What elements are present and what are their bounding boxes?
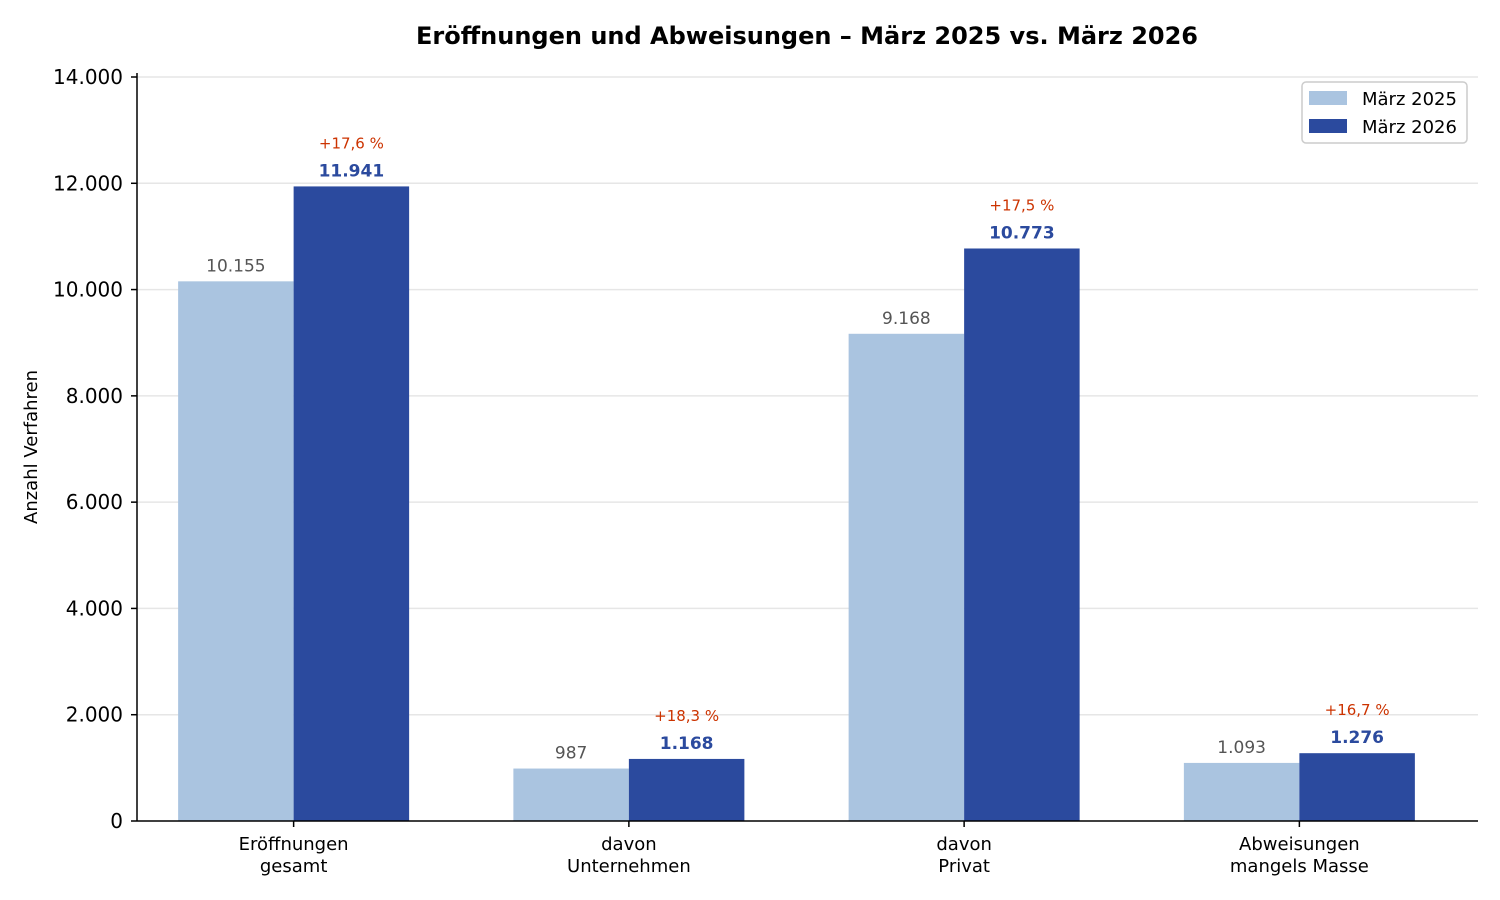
category-label-line: Abweisungen [1239,834,1360,855]
category-label-line: davon [601,834,657,855]
legend-label: März 2026 [1362,117,1457,138]
bar-2025 [1183,762,1300,821]
category-label: Abweisungen mangels Masse [1230,834,1369,877]
change-label: +16,7 % [1325,701,1390,719]
bar-2025 [848,333,965,821]
category-label-line: Privat [938,856,990,877]
value-label-2026: 10.773 [989,223,1055,243]
value-label-2025: 987 [555,744,587,764]
legend-swatch [1309,119,1347,133]
y-tick-label: 12.000 [53,171,123,195]
y-tick-label: 8.000 [66,384,123,408]
y-tick-label: 2.000 [66,703,123,727]
category-label-line: gesamt [260,856,328,877]
y-tick-label: 10.000 [53,278,123,302]
legend-label: März 2025 [1362,89,1457,110]
category-label: davon Unternehmen [567,834,691,877]
bar-2025 [178,281,294,821]
legend-swatch [1309,91,1347,105]
category-label-line: Eröffnungen [239,834,349,855]
value-label-2025: 1.093 [1217,738,1266,758]
value-labels: 10.155 11.941 +17,6 % 987 1.168 +18,3 % 9.168 1… [206,134,1389,763]
y-tick-label: 4.000 [66,596,123,620]
category-label: davon Privat [936,834,992,877]
category-label-line: davon [936,834,992,855]
value-label-2026: 1.276 [1330,728,1384,748]
bar-2026 [628,758,745,821]
bar-2026 [964,248,1080,821]
change-label: +17,6 % [319,134,384,152]
y-axis-label: Anzahl Verfahren [21,370,42,524]
category-label-line: mangels Masse [1230,856,1369,877]
bar-2026 [293,186,410,821]
value-label-2025: 9.168 [882,309,931,329]
change-label: +18,3 % [654,707,719,725]
bar-2025 [513,768,629,821]
y-ticks: 0 2.000 4.000 6.000 8.000 10.000 12.000 14.000 [53,65,137,833]
y-tick-label: 14.000 [53,65,123,89]
value-label-2026: 1.168 [660,734,714,754]
y-tick-label: 6.000 [66,490,123,514]
bars [178,186,1415,821]
y-tick-label: 0 [110,809,123,833]
chart-title: Eröffnungen und Abweisungen – März 2025 … [416,22,1198,50]
legend: März 2025 März 2026 [1301,81,1468,144]
value-label-2026: 11.941 [319,161,385,181]
category-label-line: Unternehmen [567,856,691,877]
category-label: Eröffnungen gesamt [239,834,349,877]
axes [136,73,1478,822]
value-label-2025: 10.155 [206,256,265,276]
bar-2026 [1299,753,1415,821]
change-label: +17,5 % [989,196,1054,214]
